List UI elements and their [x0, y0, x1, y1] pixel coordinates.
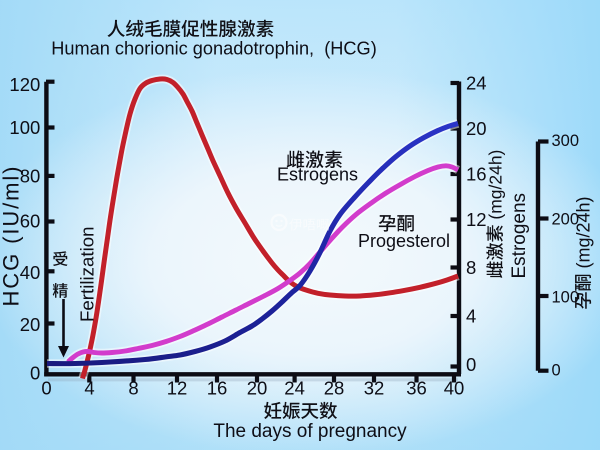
svg-text:Fertilization: Fertilization: [77, 226, 98, 322]
svg-text:8: 8: [128, 378, 138, 399]
svg-text:(mg/24h): (mg/24h): [574, 196, 594, 273]
svg-text:24: 24: [284, 378, 305, 399]
svg-text:0: 0: [466, 354, 476, 375]
svg-text:16: 16: [207, 378, 228, 399]
svg-text:4: 4: [84, 378, 94, 399]
svg-text:20: 20: [466, 118, 487, 139]
svg-text:16: 16: [466, 163, 487, 184]
svg-text:80: 80: [20, 166, 41, 187]
svg-text:4: 4: [466, 305, 476, 326]
svg-text:The days of pregnancy: The days of pregnancy: [213, 421, 407, 442]
svg-text:100: 100: [552, 289, 580, 307]
svg-text:(mg/24h): (mg/24h): [486, 150, 506, 225]
svg-text:8: 8: [466, 257, 476, 278]
svg-text:12: 12: [167, 378, 188, 399]
svg-text:0: 0: [41, 378, 51, 399]
svg-text:28: 28: [324, 378, 345, 399]
svg-text:24: 24: [466, 72, 487, 93]
svg-text:HCG (IU/ml): HCG (IU/ml): [0, 165, 24, 307]
svg-text:Estrogens: Estrogens: [509, 193, 530, 279]
svg-text:300: 300: [552, 132, 580, 150]
svg-text:0: 0: [30, 363, 40, 384]
svg-text:40: 40: [20, 262, 41, 283]
svg-text:0: 0: [552, 362, 561, 380]
svg-text:12: 12: [466, 209, 487, 230]
svg-text:20: 20: [20, 314, 41, 335]
svg-text:20: 20: [247, 378, 268, 399]
svg-text:36: 36: [406, 378, 427, 399]
svg-text:Human chorionic gonadotrophin,: Human chorionic gonadotrophin, (HCG): [51, 38, 377, 58]
svg-text:60: 60: [20, 210, 41, 231]
svg-text:32: 32: [364, 378, 385, 399]
svg-text:100: 100: [9, 117, 40, 138]
svg-text:200: 200: [552, 211, 580, 229]
svg-text:Progesterol: Progesterol: [358, 231, 450, 251]
svg-text:120: 120: [9, 74, 40, 95]
svg-text:Estrogens: Estrogens: [277, 165, 358, 185]
svg-text:40: 40: [444, 378, 465, 399]
